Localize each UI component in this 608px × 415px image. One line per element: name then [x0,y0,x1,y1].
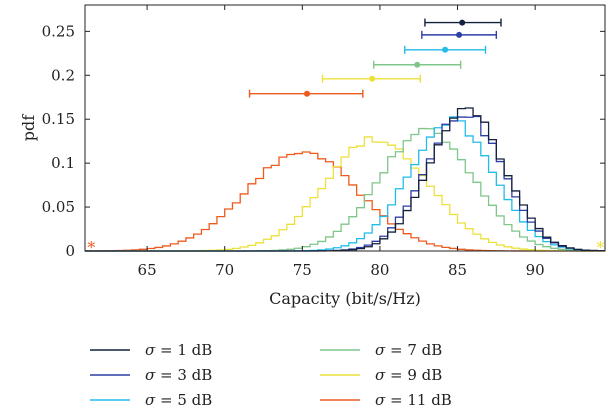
plot-frame [84,4,606,252]
x-axis-label: Capacity (bit/s/Hz) [269,289,421,308]
legend-label: σ = 1 dB [145,341,212,359]
legend-label: σ = 11 dB [375,391,452,409]
y-axis-ticks: 0 0.05 0.1 0.15 0.2 0.25 [42,22,605,260]
pdf-curve [85,151,605,252]
x-tick-label: 85 [448,261,467,279]
y-tick-label: 0.15 [42,110,75,128]
y-tick-label: 0.1 [51,154,75,172]
legend-value: = 9 dB [385,366,442,384]
x-tick-label: 90 [526,261,545,279]
error-bar-mean-point [303,90,310,97]
legend-value: = 1 dB [155,341,212,359]
y-tick-label: 0 [65,242,75,260]
legend-label: σ = 5 dB [145,391,212,409]
pdf-curve [85,116,605,252]
y-axis-label: pdf [19,114,38,141]
legend-label: σ = 7 dB [375,341,442,359]
pdf-curve [85,136,605,252]
error-bar-mean-point [442,46,449,53]
legend-sigma: σ [375,341,386,359]
y-tick-label: 0.2 [51,66,75,84]
x-tick-label: 65 [138,261,157,279]
y-tick-label: 0.25 [42,22,75,40]
pdf-curves [85,107,605,252]
legend-value: = 5 dB [155,391,212,409]
legend-sigma: σ [375,366,386,384]
legend-label: σ = 3 dB [145,366,212,384]
legend-sigma: σ [145,366,156,384]
legend-sigma: σ [375,391,386,409]
error-bar-mean-point [456,31,463,38]
outlier-marker: * [87,238,95,257]
legend-sigma: σ [145,341,156,359]
legend-sigma: σ [145,391,156,409]
x-axis-ticks: 65 70 75 80 85 90 [138,5,545,279]
error-bar-mean-point [459,19,466,26]
error-bar-mean-point [414,61,421,68]
legend: σ = 1 dBσ = 3 dBσ = 5 dBσ = 7 dBσ = 9 dB… [90,341,452,409]
legend-value: = 3 dB [155,366,212,384]
y-tick-label: 0.05 [42,198,75,216]
pdf-curve [85,127,605,252]
x-tick-label: 80 [370,261,389,279]
x-tick-label: 75 [293,261,312,279]
outlier-marker: * [596,238,604,257]
error-bar-mean-point [369,75,376,82]
legend-value: = 11 dB [385,391,452,409]
x-tick-label: 70 [215,261,234,279]
outlier-markers: * * [87,238,604,257]
legend-value: = 7 dB [385,341,442,359]
legend-label: σ = 9 dB [375,366,442,384]
error-bars [248,18,502,98]
